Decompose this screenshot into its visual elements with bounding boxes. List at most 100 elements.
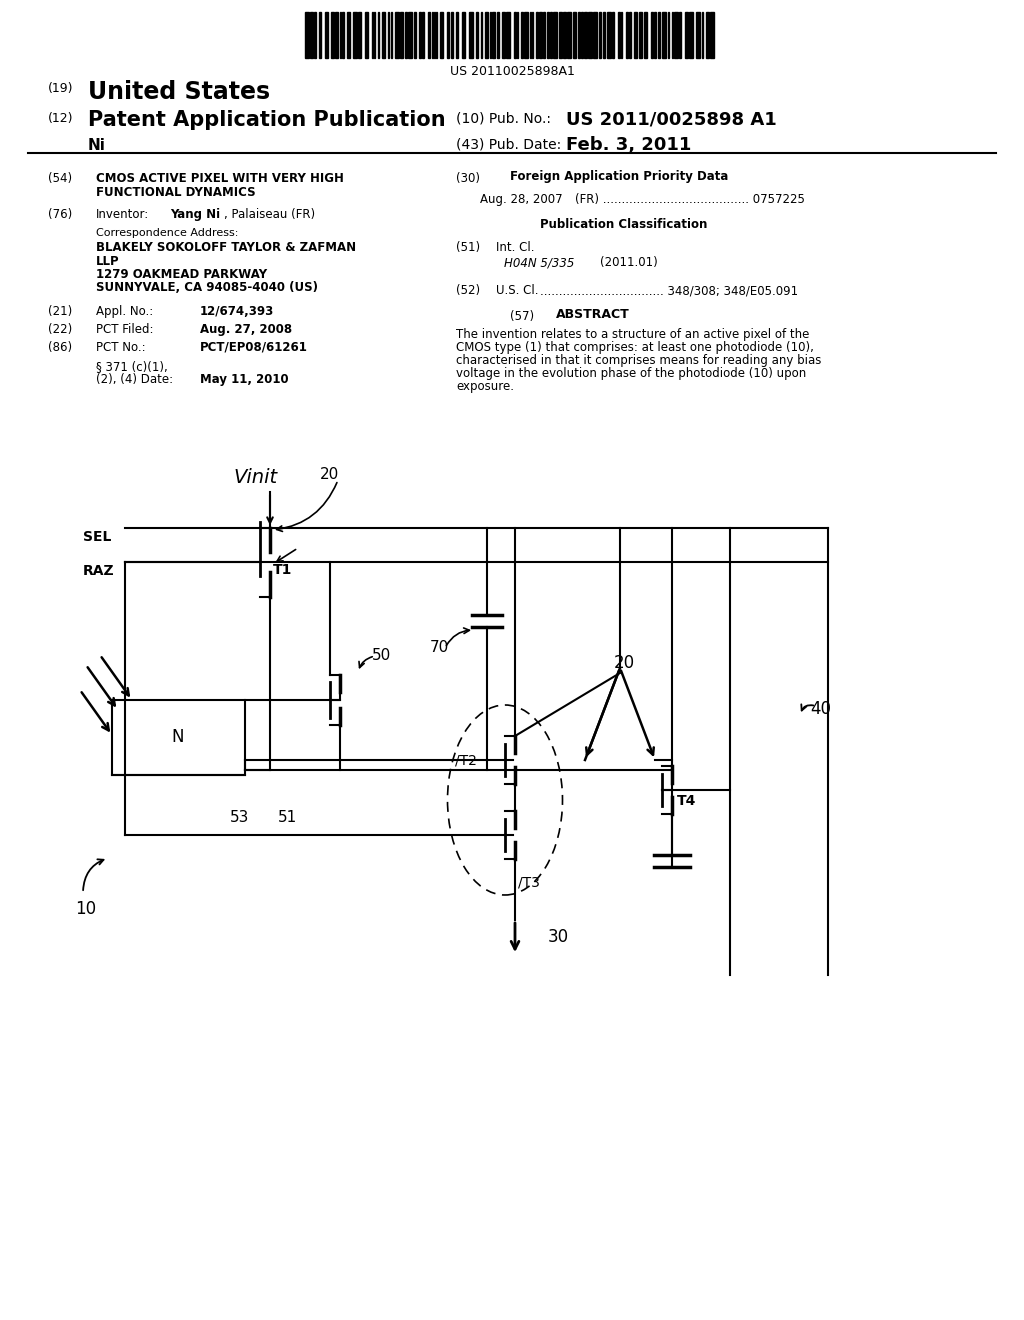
- Bar: [702, 12, 703, 58]
- Text: N: N: [172, 729, 184, 746]
- Bar: [490, 12, 492, 58]
- Bar: [336, 12, 338, 58]
- Bar: [563, 12, 566, 58]
- Text: Int. Cl.: Int. Cl.: [496, 242, 535, 253]
- Bar: [395, 12, 398, 58]
- Text: PCT No.:: PCT No.:: [96, 341, 145, 354]
- Text: voltage in the evolution phase of the photodiode (10) upon: voltage in the evolution phase of the ph…: [456, 367, 806, 380]
- Text: FUNCTIONAL DYNAMICS: FUNCTIONAL DYNAMICS: [96, 186, 256, 199]
- Bar: [711, 12, 714, 58]
- Text: (2), (4) Date:: (2), (4) Date:: [96, 374, 173, 385]
- Bar: [540, 12, 542, 58]
- Bar: [493, 12, 495, 58]
- Bar: [567, 12, 571, 58]
- Text: US 2011/0025898 A1: US 2011/0025898 A1: [566, 110, 777, 128]
- Bar: [372, 12, 373, 58]
- Bar: [634, 12, 637, 58]
- Text: (43) Pub. Date:: (43) Pub. Date:: [456, 139, 561, 152]
- Bar: [578, 12, 581, 58]
- Bar: [573, 12, 575, 58]
- Bar: [622, 12, 623, 58]
- Text: Ni: Ni: [88, 139, 105, 153]
- Bar: [388, 12, 389, 58]
- Bar: [340, 12, 341, 58]
- Bar: [414, 12, 417, 58]
- Bar: [536, 12, 539, 58]
- Text: PCT Filed:: PCT Filed:: [96, 323, 154, 337]
- Text: The invention relates to a structure of an active pixel of the: The invention relates to a structure of …: [456, 327, 809, 341]
- Text: 10: 10: [75, 900, 96, 917]
- Text: 20: 20: [319, 467, 339, 482]
- Text: Aug. 27, 2008: Aug. 27, 2008: [200, 323, 292, 337]
- Text: RAZ: RAZ: [83, 564, 115, 578]
- Text: H04N 5/335: H04N 5/335: [504, 256, 574, 269]
- Bar: [524, 12, 527, 58]
- Text: 1279 OAKMEAD PARKWAY: 1279 OAKMEAD PARKWAY: [96, 268, 267, 281]
- Bar: [342, 12, 344, 58]
- Bar: [582, 12, 583, 58]
- Text: (30): (30): [456, 172, 480, 185]
- Bar: [672, 12, 673, 58]
- Text: SUNNYVALE, CA 94085-4040 (US): SUNNYVALE, CA 94085-4040 (US): [96, 281, 318, 294]
- Text: Aug. 28, 2007: Aug. 28, 2007: [480, 193, 562, 206]
- Bar: [657, 12, 659, 58]
- Bar: [428, 12, 430, 58]
- Bar: [684, 12, 688, 58]
- Text: 50: 50: [372, 648, 391, 663]
- Text: (2011.01): (2011.01): [600, 256, 657, 269]
- Bar: [643, 12, 647, 58]
- Bar: [706, 12, 710, 58]
- Text: 20: 20: [614, 653, 635, 672]
- Text: 53: 53: [230, 810, 250, 825]
- Bar: [589, 12, 592, 58]
- Bar: [543, 12, 545, 58]
- Text: 40: 40: [810, 700, 831, 718]
- Bar: [626, 12, 629, 58]
- Bar: [112, 700, 245, 775]
- Text: § 371 (c)(1),: § 371 (c)(1),: [96, 360, 168, 374]
- Bar: [439, 12, 443, 58]
- Bar: [353, 12, 356, 58]
- Bar: [507, 12, 510, 58]
- Bar: [331, 12, 334, 58]
- Text: Inventor:: Inventor:: [96, 209, 150, 220]
- Text: /T2: /T2: [455, 754, 477, 768]
- Text: (57): (57): [510, 310, 535, 323]
- Bar: [374, 12, 375, 58]
- Bar: [357, 12, 361, 58]
- Text: United States: United States: [88, 81, 270, 104]
- Bar: [654, 12, 656, 58]
- Bar: [469, 12, 472, 58]
- Text: CMOS ACTIVE PIXEL WITH VERY HIGH: CMOS ACTIVE PIXEL WITH VERY HIGH: [96, 172, 344, 185]
- Bar: [347, 12, 349, 58]
- Text: 12/674,393: 12/674,393: [200, 305, 274, 318]
- Bar: [502, 12, 505, 58]
- Text: /T3: /T3: [518, 876, 540, 890]
- Text: Appl. No.:: Appl. No.:: [96, 305, 154, 318]
- Text: Correspondence Address:: Correspondence Address:: [96, 228, 239, 238]
- Text: ................................. 348/308; 348/E05.091: ................................. 348/30…: [540, 284, 798, 297]
- Text: exposure.: exposure.: [456, 380, 514, 393]
- Text: PCT/EP08/61261: PCT/EP08/61261: [200, 341, 308, 354]
- Bar: [663, 12, 666, 58]
- Bar: [553, 12, 557, 58]
- Bar: [314, 12, 315, 58]
- Bar: [612, 12, 614, 58]
- Text: Feb. 3, 2011: Feb. 3, 2011: [566, 136, 691, 154]
- Bar: [431, 12, 433, 58]
- Bar: [309, 12, 313, 58]
- Text: (19): (19): [48, 82, 74, 95]
- Bar: [668, 12, 670, 58]
- Text: 30: 30: [548, 928, 569, 946]
- Bar: [520, 12, 523, 58]
- Bar: [550, 12, 552, 58]
- Text: May 11, 2010: May 11, 2010: [200, 374, 289, 385]
- Text: 51: 51: [278, 810, 297, 825]
- Text: CMOS type (1) that comprises: at least one photodiode (10),: CMOS type (1) that comprises: at least o…: [456, 341, 814, 354]
- Bar: [679, 12, 681, 58]
- Text: , Palaiseau (FR): , Palaiseau (FR): [224, 209, 315, 220]
- Text: US 20110025898A1: US 20110025898A1: [450, 65, 574, 78]
- Bar: [599, 12, 601, 58]
- Text: (FR) ....................................... 0757225: (FR) ...................................…: [575, 193, 805, 206]
- Bar: [559, 12, 561, 58]
